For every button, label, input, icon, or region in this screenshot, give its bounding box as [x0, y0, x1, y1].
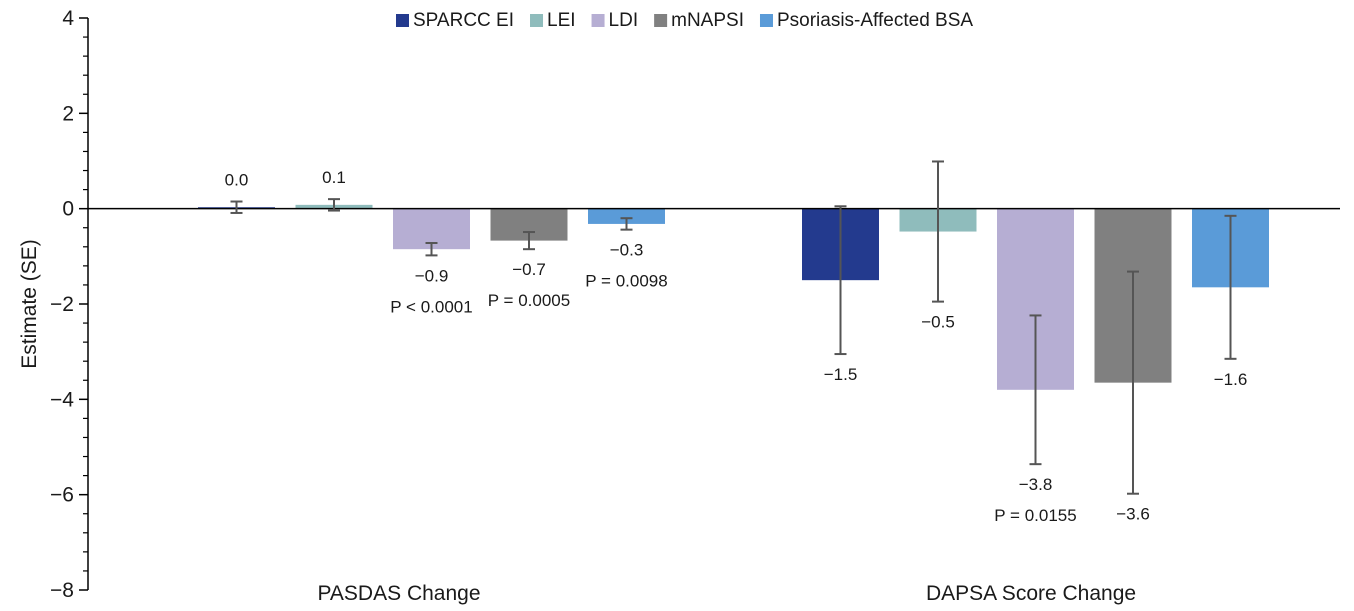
data-label: −0.3	[610, 241, 644, 260]
data-label: −0.5	[921, 313, 955, 332]
p-value-label: P = 0.0098	[585, 272, 667, 291]
y-tick-label: 0	[62, 198, 74, 221]
data-label: −0.9	[415, 266, 449, 285]
data-label: 0.0	[225, 171, 249, 190]
p-value-label: P < 0.0001	[390, 297, 472, 316]
data-label: −1.6	[1214, 370, 1248, 389]
legend-swatch	[654, 14, 668, 27]
data-label: −1.5	[824, 365, 858, 384]
category-label: DAPSA Score Change	[926, 582, 1136, 605]
legend-label: LDI	[609, 10, 639, 31]
data-label: −0.7	[512, 260, 546, 279]
y-tick-label: −4	[50, 388, 74, 411]
bar	[588, 208, 665, 224]
y-tick-label: −8	[50, 579, 74, 602]
legend-swatch	[591, 14, 605, 27]
p-value-label: P = 0.0005	[488, 291, 570, 310]
y-tick-label: −6	[50, 484, 74, 507]
y-tick-label: −2	[50, 293, 74, 316]
legend-swatch	[530, 14, 544, 27]
data-label: 0.1	[322, 168, 346, 187]
legend-label: SPARCC EI	[413, 10, 514, 31]
category-label: PASDAS Change	[317, 582, 480, 605]
legend-swatch	[759, 14, 773, 27]
legend-swatch	[396, 14, 409, 27]
data-label: −3.8	[1019, 475, 1053, 494]
data-label: −3.6	[1116, 505, 1150, 524]
y-tick-label: 2	[62, 102, 74, 125]
legend-label: LEI	[547, 10, 576, 31]
p-value-label: P = 0.0155	[994, 506, 1076, 525]
legend-label: Psoriasis-Affected BSA	[777, 10, 973, 31]
y-tick-label: 4	[62, 7, 74, 30]
y-axis-title: Estimate (SE)	[18, 239, 41, 369]
legend-label: mNAPSI	[671, 10, 744, 31]
